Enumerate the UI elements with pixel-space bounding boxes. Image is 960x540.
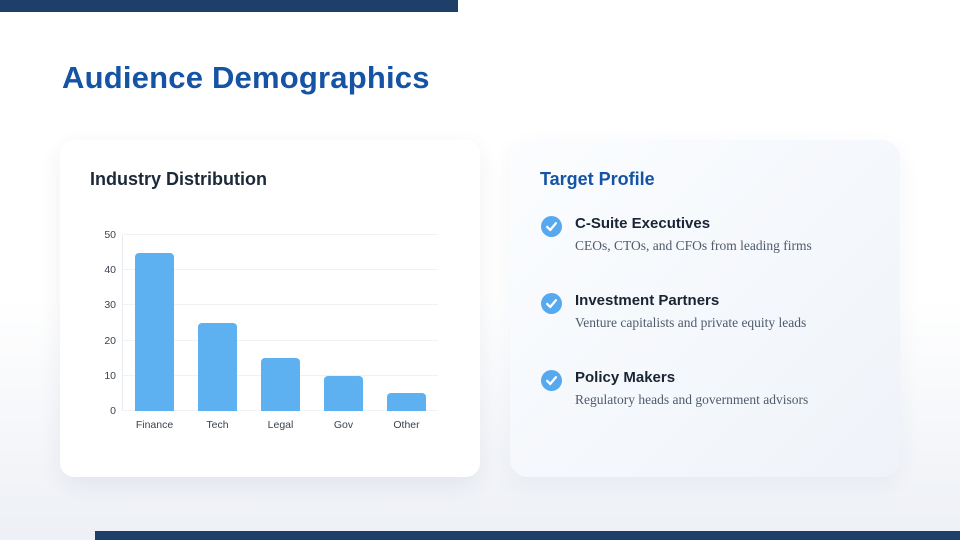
x-axis-tick-label: Gov [333,419,354,431]
y-axis-tick-label: 30 [104,299,116,312]
y-axis-tick-label: 0 [110,405,116,417]
profile-item-title: C-Suite Executives [575,215,711,232]
profile-item-description: Regulatory heads and government advisors [575,392,809,408]
profile-item-text: Policy Makers Regulatory heads and govern… [575,369,808,408]
profile-item-title: Investment Partners [575,292,720,310]
bar-finance [135,252,174,411]
target-profile-card: Target Profile C-Suite Executives CEOs, C… [510,140,900,477]
page-title: Audience Demographics [62,60,430,95]
profile-item-description: CEOs, CTOs, and CFOs from leading firms [575,238,812,253]
check-circle-icon [541,293,562,315]
target-profile-title: Target Profile [540,169,655,189]
chart-title: Industry Distribution [90,169,267,189]
y-axis-tick-label: 50 [104,229,116,241]
check-circle-icon [541,216,562,237]
gridline [123,339,438,341]
profile-item: Investment Partners Venture capitalists a… [541,292,880,331]
gridline [123,304,438,306]
y-axis-tick-label: 20 [104,334,116,347]
profile-item: Policy Makers Regulatory heads and govern… [541,369,880,408]
top-accent-bar [0,0,458,12]
bottom-accent-bar [95,531,960,540]
y-axis-tick-label: 10 [104,369,116,382]
bar-tech [198,323,237,411]
y-axis-tick-label: 40 [104,264,116,277]
bar-legal [261,358,300,411]
gridline [123,234,438,235]
x-axis-tick-label: Finance [135,419,174,431]
profile-item: C-Suite Executives CEOs, CTOs, and CFOs f… [541,215,880,254]
check-circle-icon [541,370,562,392]
gridline [123,269,438,271]
profile-item-description: Venture capitalists and private equity l… [575,315,807,331]
x-axis-tick-label: Other [393,419,420,431]
industry-distribution-card: Industry Distribution 0 10 20 30 40 50 Finance… [60,140,480,477]
bar-chart: 0 10 20 30 40 50 Finance Tech Legal Gov Other [104,229,438,431]
profile-list: C-Suite Executives CEOs, CTOs, and CFOs f… [541,215,880,447]
x-axis-tick-label: Legal [267,419,294,431]
profile-item-text: Investment Partners Venture capitalists a… [575,292,806,331]
bar-other [387,393,426,411]
profile-item-title: Policy Makers [575,369,676,387]
profile-item-text: C-Suite Executives CEOs, CTOs, and CFOs f… [575,215,812,254]
x-axis-tick-label: Tech [206,419,229,431]
bar-gov [324,375,363,411]
